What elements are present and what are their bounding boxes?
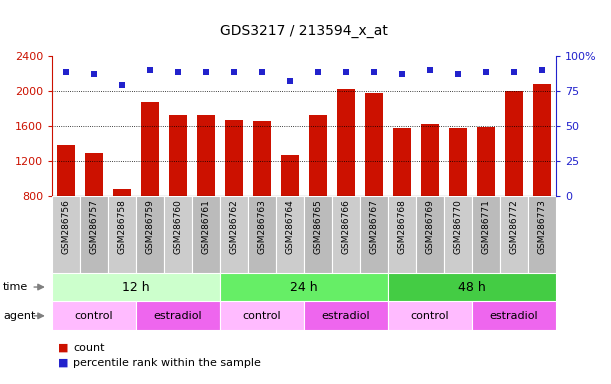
Text: GSM286756: GSM286756 bbox=[62, 199, 70, 254]
Point bbox=[89, 71, 99, 77]
Bar bbox=[528, 196, 556, 273]
Point bbox=[313, 70, 323, 76]
Point bbox=[537, 67, 547, 73]
Text: control: control bbox=[411, 311, 449, 321]
Text: percentile rank within the sample: percentile rank within the sample bbox=[73, 358, 261, 368]
Bar bbox=[248, 196, 276, 273]
Point bbox=[61, 70, 71, 76]
Bar bbox=[136, 196, 164, 273]
Bar bbox=[220, 273, 388, 301]
Bar bbox=[57, 145, 75, 196]
Bar bbox=[141, 102, 159, 196]
Bar bbox=[192, 196, 220, 273]
Text: GSM286757: GSM286757 bbox=[89, 199, 98, 254]
Bar bbox=[253, 121, 271, 196]
Text: time: time bbox=[3, 282, 28, 292]
Text: GSM286771: GSM286771 bbox=[481, 199, 491, 254]
Bar bbox=[169, 115, 187, 196]
Bar bbox=[108, 196, 136, 273]
Text: GDS3217 / 213594_x_at: GDS3217 / 213594_x_at bbox=[220, 25, 388, 38]
Bar bbox=[477, 127, 495, 196]
Point bbox=[453, 71, 463, 77]
Bar bbox=[52, 196, 80, 273]
Text: GSM286760: GSM286760 bbox=[174, 199, 183, 254]
Point bbox=[173, 70, 183, 76]
Point bbox=[397, 71, 407, 77]
Text: count: count bbox=[73, 343, 105, 353]
Point bbox=[425, 67, 435, 73]
Bar bbox=[309, 115, 327, 196]
Text: estradiol: estradiol bbox=[153, 311, 202, 321]
Text: estradiol: estradiol bbox=[489, 311, 538, 321]
Text: GSM286768: GSM286768 bbox=[398, 199, 406, 254]
Text: GSM286764: GSM286764 bbox=[285, 199, 295, 254]
Bar bbox=[388, 301, 472, 330]
Bar bbox=[220, 301, 304, 330]
Bar bbox=[136, 301, 220, 330]
Point bbox=[201, 70, 211, 76]
Bar bbox=[533, 84, 551, 196]
Bar bbox=[388, 196, 416, 273]
Text: GSM286762: GSM286762 bbox=[230, 199, 238, 254]
Bar bbox=[197, 115, 215, 196]
Text: estradiol: estradiol bbox=[321, 311, 370, 321]
Point bbox=[257, 70, 267, 76]
Point bbox=[117, 82, 127, 88]
Text: ■: ■ bbox=[58, 358, 68, 368]
Bar bbox=[52, 301, 136, 330]
Text: 12 h: 12 h bbox=[122, 281, 150, 293]
Text: GSM286772: GSM286772 bbox=[510, 199, 519, 254]
Bar bbox=[281, 155, 299, 196]
Point bbox=[145, 67, 155, 73]
Bar bbox=[421, 124, 439, 196]
Bar bbox=[220, 196, 248, 273]
Bar bbox=[85, 153, 103, 196]
Point bbox=[481, 70, 491, 76]
Bar bbox=[225, 120, 243, 196]
Text: ■: ■ bbox=[58, 343, 68, 353]
Bar bbox=[500, 196, 528, 273]
Bar bbox=[113, 189, 131, 196]
Point bbox=[341, 70, 351, 76]
Text: 48 h: 48 h bbox=[458, 281, 486, 293]
Text: GSM286758: GSM286758 bbox=[117, 199, 126, 254]
Bar bbox=[472, 301, 556, 330]
Bar bbox=[449, 127, 467, 196]
Text: GSM286766: GSM286766 bbox=[342, 199, 351, 254]
Bar bbox=[365, 93, 383, 196]
Bar bbox=[505, 91, 523, 196]
Bar bbox=[360, 196, 388, 273]
Bar bbox=[444, 196, 472, 273]
Bar bbox=[472, 196, 500, 273]
Bar bbox=[276, 196, 304, 273]
Point bbox=[285, 78, 295, 84]
Text: control: control bbox=[243, 311, 281, 321]
Bar bbox=[164, 196, 192, 273]
Bar bbox=[304, 301, 388, 330]
Bar bbox=[304, 196, 332, 273]
Text: 24 h: 24 h bbox=[290, 281, 318, 293]
Point bbox=[509, 70, 519, 76]
Bar bbox=[416, 196, 444, 273]
Bar bbox=[52, 273, 220, 301]
Text: GSM286763: GSM286763 bbox=[257, 199, 266, 254]
Text: control: control bbox=[75, 311, 113, 321]
Text: GSM286770: GSM286770 bbox=[453, 199, 463, 254]
Point bbox=[369, 70, 379, 76]
Text: agent: agent bbox=[3, 311, 35, 321]
Bar bbox=[80, 196, 108, 273]
Bar bbox=[337, 89, 355, 196]
Point bbox=[229, 70, 239, 76]
Text: GSM286759: GSM286759 bbox=[145, 199, 155, 254]
Text: GSM286767: GSM286767 bbox=[370, 199, 378, 254]
Text: GSM286769: GSM286769 bbox=[425, 199, 434, 254]
Text: GSM286773: GSM286773 bbox=[538, 199, 546, 254]
Text: GSM286761: GSM286761 bbox=[202, 199, 210, 254]
Text: GSM286765: GSM286765 bbox=[313, 199, 323, 254]
Bar bbox=[388, 273, 556, 301]
Bar bbox=[393, 128, 411, 196]
Bar bbox=[332, 196, 360, 273]
